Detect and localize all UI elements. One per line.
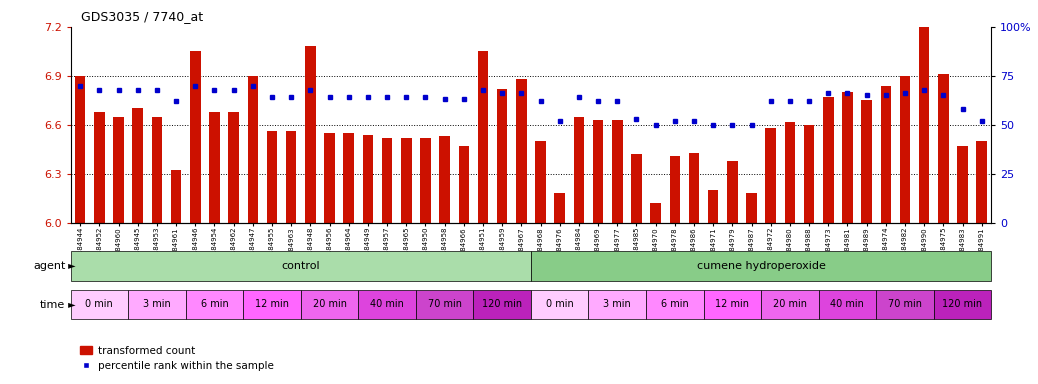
Text: 12 min: 12 min — [715, 299, 749, 310]
Text: ►: ► — [65, 261, 76, 271]
Bar — [646, 290, 704, 319]
Bar — [210, 112, 220, 223]
Bar — [803, 125, 815, 223]
Bar — [305, 46, 316, 223]
Bar — [765, 128, 776, 223]
Bar — [401, 138, 411, 223]
Bar — [324, 133, 335, 223]
Text: ►: ► — [65, 300, 76, 310]
Bar — [708, 190, 718, 223]
Bar — [267, 131, 277, 223]
Bar — [934, 290, 991, 319]
Bar — [593, 120, 603, 223]
Bar — [420, 138, 431, 223]
Bar — [761, 290, 819, 319]
Bar — [247, 76, 258, 223]
Text: 120 min: 120 min — [943, 299, 983, 310]
Text: 40 min: 40 min — [371, 299, 404, 310]
Bar — [459, 146, 469, 223]
Text: 0 min: 0 min — [546, 299, 574, 310]
Bar — [919, 27, 929, 223]
Bar — [670, 156, 680, 223]
Bar — [651, 203, 661, 223]
Text: 20 min: 20 min — [312, 299, 347, 310]
Bar — [152, 117, 162, 223]
Bar — [439, 136, 449, 223]
Bar — [612, 120, 623, 223]
Bar — [862, 100, 872, 223]
Text: 40 min: 40 min — [830, 299, 865, 310]
Bar — [516, 79, 526, 223]
Text: 20 min: 20 min — [773, 299, 807, 310]
Bar — [113, 117, 124, 223]
Bar — [785, 122, 795, 223]
Text: 12 min: 12 min — [255, 299, 289, 310]
Bar — [842, 92, 852, 223]
Text: 0 min: 0 min — [85, 299, 113, 310]
Text: control: control — [281, 261, 320, 271]
Bar — [382, 138, 392, 223]
Text: 70 min: 70 min — [428, 299, 462, 310]
Text: 70 min: 70 min — [887, 299, 922, 310]
Bar — [704, 290, 761, 319]
Bar — [94, 112, 105, 223]
Bar — [75, 76, 85, 223]
Text: 3 min: 3 min — [143, 299, 171, 310]
Text: 6 min: 6 min — [661, 299, 688, 310]
Bar — [477, 51, 488, 223]
Text: agent: agent — [33, 261, 65, 271]
Text: time: time — [40, 300, 65, 310]
Bar — [631, 154, 641, 223]
Bar — [171, 170, 182, 223]
Bar — [128, 290, 186, 319]
Bar — [746, 194, 757, 223]
Bar — [823, 97, 834, 223]
Bar — [688, 152, 700, 223]
Bar — [190, 51, 200, 223]
Bar — [727, 161, 738, 223]
Bar — [531, 290, 589, 319]
Bar — [880, 86, 891, 223]
Bar — [344, 133, 354, 223]
Bar — [574, 117, 584, 223]
Bar — [358, 290, 416, 319]
Bar — [285, 131, 297, 223]
Bar — [554, 194, 565, 223]
Bar — [416, 290, 473, 319]
Text: cumene hydroperoxide: cumene hydroperoxide — [696, 261, 825, 271]
Bar — [938, 74, 949, 223]
Bar — [531, 251, 991, 281]
Bar — [133, 109, 143, 223]
Bar — [977, 141, 987, 223]
Bar — [536, 141, 546, 223]
Bar — [957, 146, 967, 223]
Bar — [497, 89, 508, 223]
Text: 120 min: 120 min — [482, 299, 522, 310]
Legend: transformed count, percentile rank within the sample: transformed count, percentile rank withi… — [76, 341, 278, 375]
Bar — [71, 290, 128, 319]
Bar — [186, 290, 243, 319]
Bar — [876, 290, 934, 319]
Bar — [301, 290, 358, 319]
Bar — [228, 112, 239, 223]
Bar — [243, 290, 301, 319]
Bar — [589, 290, 646, 319]
Bar — [473, 290, 531, 319]
Bar — [900, 76, 910, 223]
Bar — [819, 290, 876, 319]
Text: GDS3035 / 7740_at: GDS3035 / 7740_at — [81, 10, 203, 23]
Text: 3 min: 3 min — [603, 299, 631, 310]
Bar — [71, 251, 531, 281]
Bar — [362, 135, 374, 223]
Text: 6 min: 6 min — [200, 299, 228, 310]
